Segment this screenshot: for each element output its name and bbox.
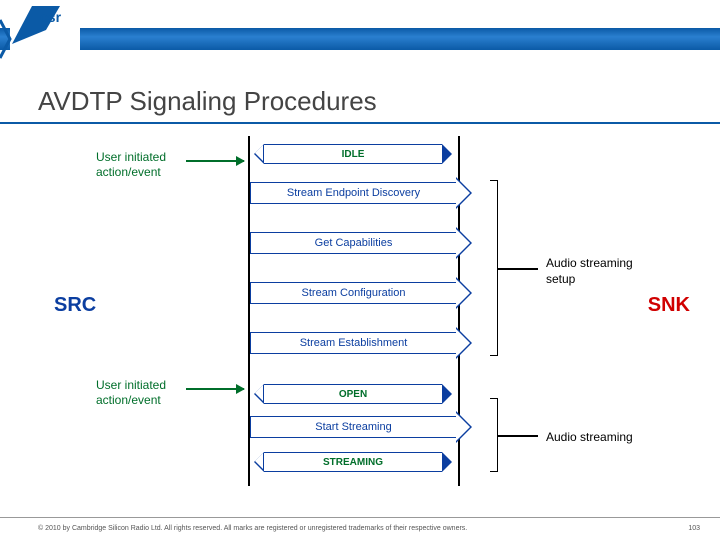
chevron-icon bbox=[0, 14, 12, 64]
copyright-text: © 2010 by Cambridge Silicon Radio Ltd. A… bbox=[38, 525, 467, 532]
message-arrow: Stream Endpoint Discovery bbox=[250, 182, 472, 204]
message-arrow: Get Capabilities bbox=[250, 232, 472, 254]
event-label: User initiatedaction/event bbox=[96, 150, 166, 180]
state-streaming: STREAMING bbox=[254, 452, 452, 472]
message-label: Stream Endpoint Discovery bbox=[250, 182, 456, 204]
page-title: AVDTP Signaling Procedures bbox=[38, 86, 377, 117]
bracket-tick bbox=[498, 268, 538, 270]
svg-text:csr: csr bbox=[40, 9, 62, 25]
message-arrow: Stream Establishment bbox=[250, 332, 472, 354]
page-number: 103 bbox=[688, 525, 700, 532]
footer-rule bbox=[0, 517, 720, 518]
message-label: Stream Establishment bbox=[250, 332, 456, 354]
state-open: OPEN bbox=[254, 384, 452, 404]
bracket bbox=[490, 398, 498, 472]
bracket-label: Audio streaming bbox=[546, 430, 633, 446]
title-rule bbox=[0, 122, 720, 124]
message-label: Get Capabilities bbox=[250, 232, 456, 254]
brand-logo: csr bbox=[10, 4, 80, 50]
footer: © 2010 by Cambridge Silicon Radio Ltd. A… bbox=[38, 525, 700, 532]
event-arrow bbox=[186, 160, 244, 162]
state-label: IDLE bbox=[264, 144, 442, 164]
sequence-diagram: User initiatedaction/event User initiated… bbox=[0, 136, 720, 496]
state-label: STREAMING bbox=[264, 452, 442, 472]
state-label: OPEN bbox=[264, 384, 442, 404]
bracket bbox=[490, 180, 498, 356]
state-idle: IDLE bbox=[254, 144, 452, 164]
message-arrow: Start Streaming bbox=[250, 416, 472, 438]
bracket-label: Audio streamingsetup bbox=[546, 256, 633, 287]
message-label: Start Streaming bbox=[250, 416, 456, 438]
header-band bbox=[0, 28, 720, 50]
bracket-tick bbox=[498, 435, 538, 437]
message-label: Stream Configuration bbox=[250, 282, 456, 304]
event-label: User initiatedaction/event bbox=[96, 378, 166, 408]
event-arrow bbox=[186, 388, 244, 390]
message-arrow: Stream Configuration bbox=[250, 282, 472, 304]
